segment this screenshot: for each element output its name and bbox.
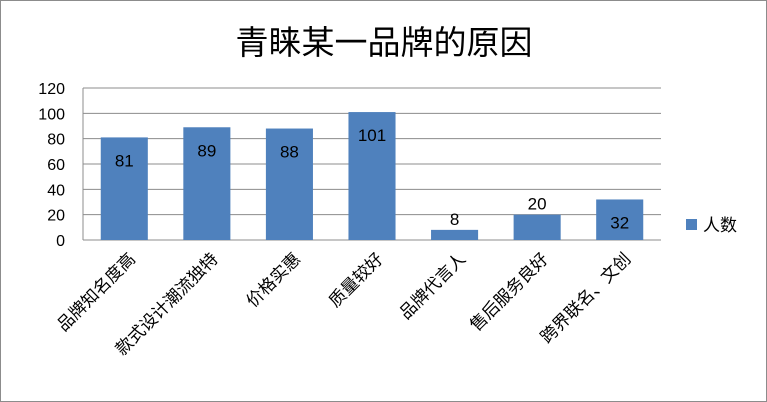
bar (348, 112, 396, 240)
category-label: 品牌知名度高 (54, 249, 140, 335)
chart-title: 青睐某一品牌的原因 (236, 23, 533, 62)
y-tick-label: 80 (47, 132, 65, 149)
bar (183, 127, 231, 240)
legend-swatch (686, 219, 697, 230)
y-tick-label: 0 (56, 233, 65, 250)
data-label: 81 (115, 151, 134, 170)
category-label: 价格实惠 (243, 249, 305, 311)
bar (100, 137, 148, 240)
data-label: 8 (450, 210, 459, 229)
category-label: 质量较好 (325, 249, 387, 311)
data-label: 88 (280, 143, 299, 162)
legend: 人数 (686, 216, 737, 236)
bar (431, 229, 479, 240)
y-tick-label: 20 (47, 208, 65, 225)
y-tick-label: 100 (38, 106, 65, 123)
bars (100, 112, 644, 240)
bar (513, 214, 561, 240)
data-labels: 81 89 88 101 8 20 32 (115, 126, 629, 232)
legend-label: 人数 (703, 216, 737, 236)
data-label: 89 (197, 141, 216, 160)
y-axis: 0 20 40 60 80 100 120 (38, 81, 84, 250)
y-tick-label: 40 (47, 182, 65, 199)
y-tick-label: 120 (38, 81, 65, 98)
category-label: 品牌代言人 (396, 249, 470, 323)
data-label: 32 (610, 213, 629, 232)
data-label: 20 (528, 195, 547, 214)
y-tick-label: 60 (47, 157, 65, 174)
bar (596, 199, 644, 240)
data-label: 101 (358, 126, 386, 145)
bar (265, 128, 313, 240)
category-label: 售后服务良好 (466, 249, 552, 335)
